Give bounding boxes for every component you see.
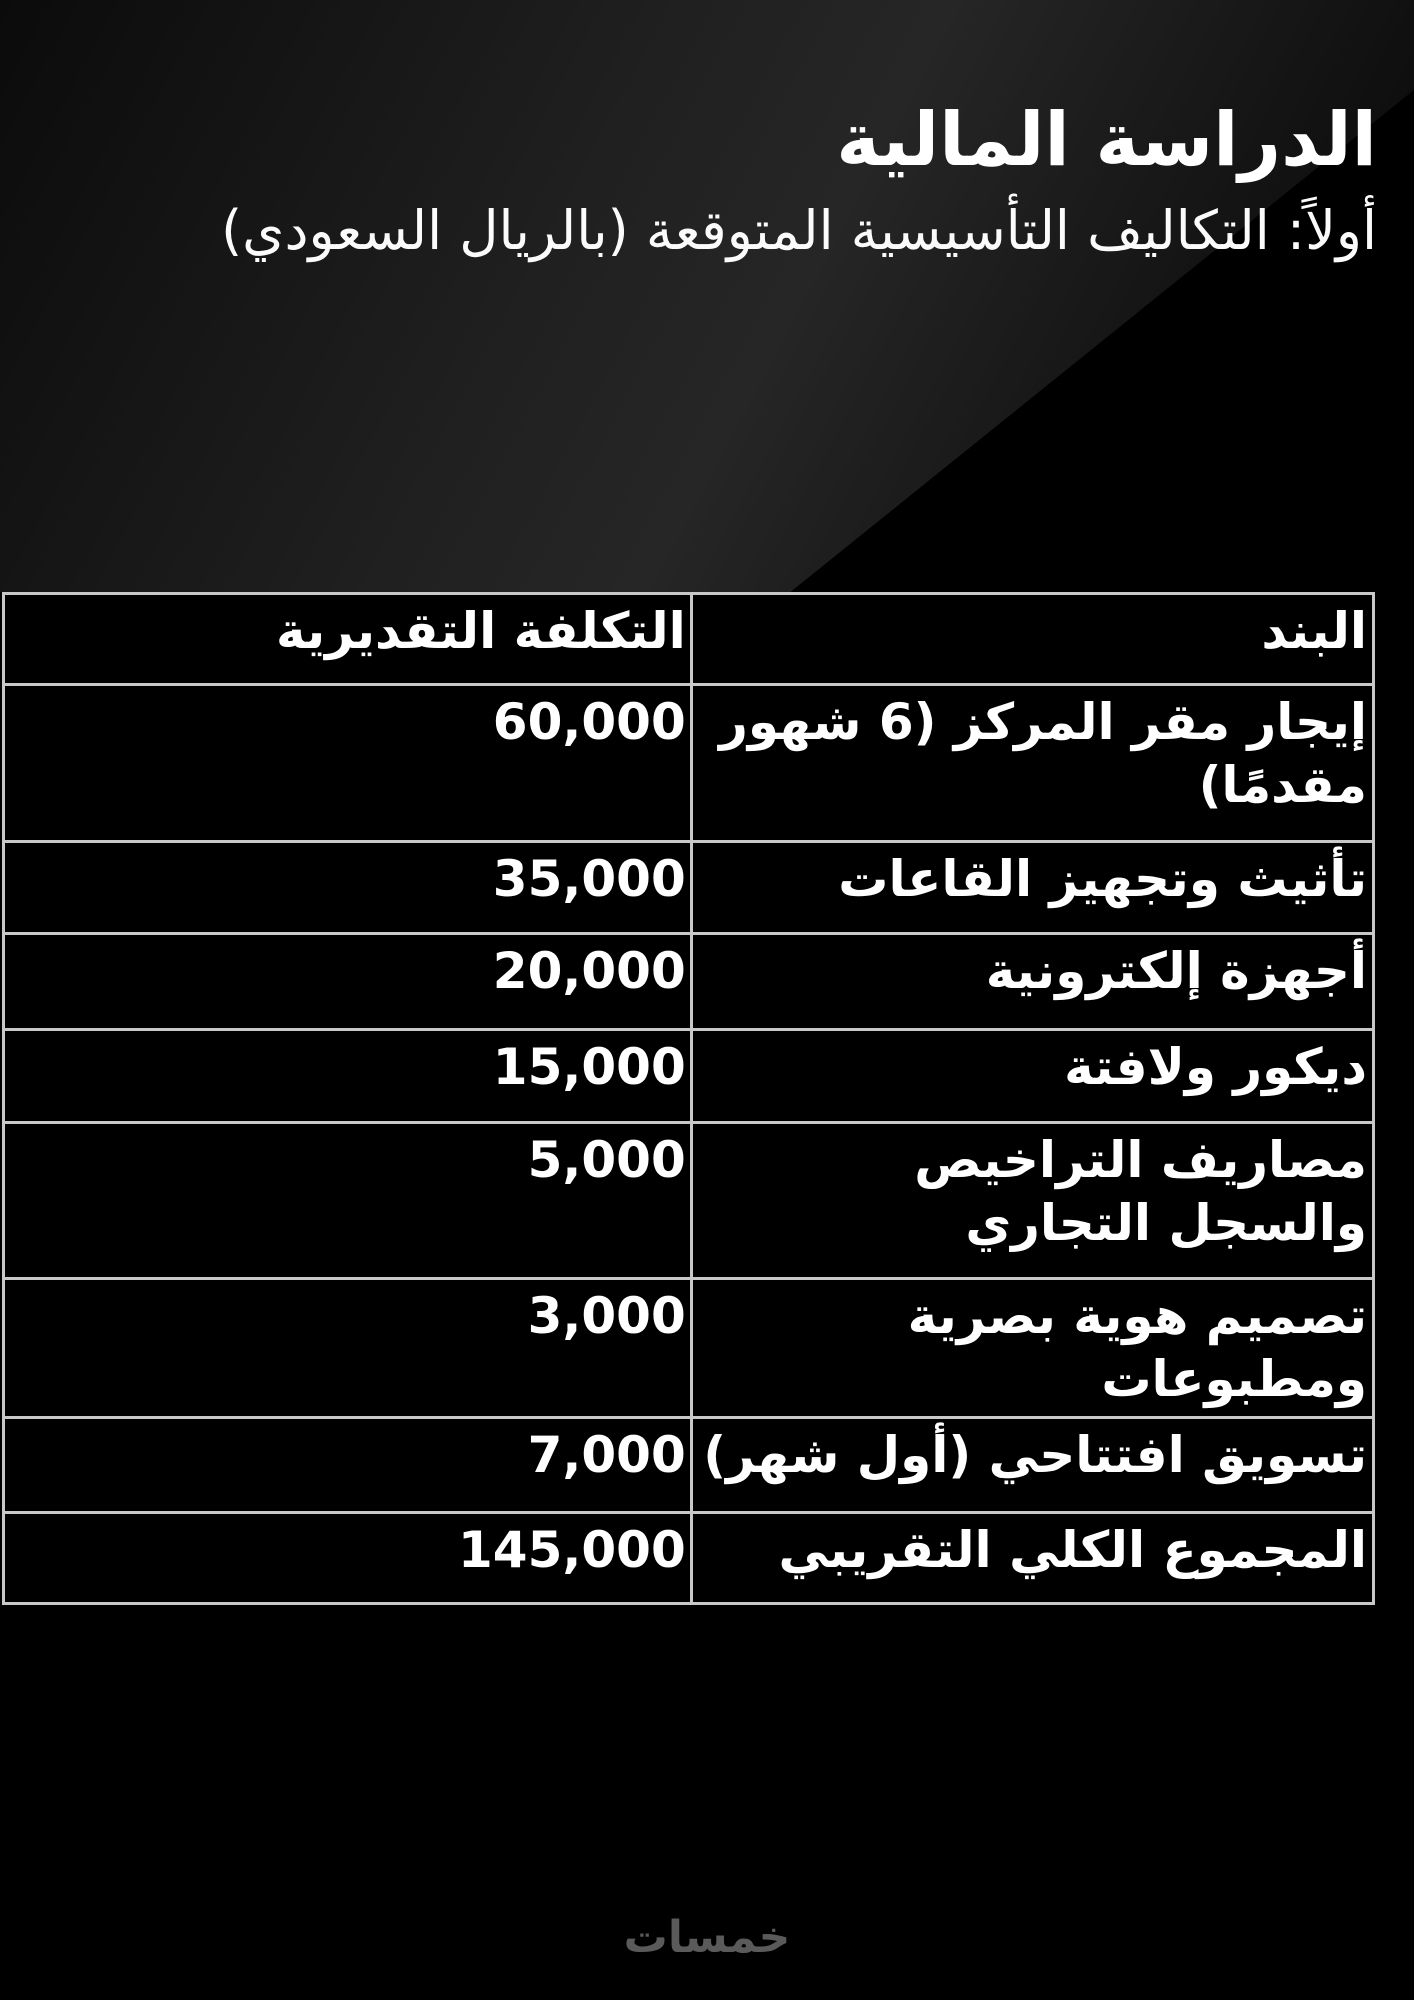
header-cell-cost: التكلفة التقديرية [2,592,693,686]
item-cell: تسويق افتتاحي (أول شهر) [689,1416,1376,1514]
cost-cell: 60,000 [2,683,693,843]
table-row: تأثيث وتجهيز القاعات 35,000 [2,840,1376,935]
cost-cell: 20,000 [2,932,693,1031]
item-cell-total: المجموع الكلي التقريبي [689,1511,1376,1605]
table-row: أجهزة إلكترونية 20,000 [2,932,1376,1031]
cost-cell: 7,000 [2,1416,693,1514]
table-row: تسويق افتتاحي (أول شهر) 7,000 [2,1416,1376,1514]
cost-cell: 35,000 [2,840,693,935]
cost-table: البند التكلفة التقديرية إيجار مقر المركز… [2,592,1376,1605]
table-row: ديكور ولافتة 15,000 [2,1028,1376,1124]
item-cell: أجهزة إلكترونية [689,932,1376,1031]
header-cell-item: البند [689,592,1376,686]
khamsat-watermark-logo: خمسات [623,1912,791,1963]
table-row: إيجار مقر المركز (6 شهور مقدمًا) 60,000 [2,683,1376,843]
cost-cell-total: 145,000 [2,1511,693,1605]
cost-cell: 3,000 [2,1277,693,1419]
table-row: تصميم هوية بصرية ومطبوعات 3,000 [2,1277,1376,1419]
cost-cell: 15,000 [2,1028,693,1124]
table-row: مصاريف التراخيص والسجل التجاري 5,000 [2,1121,1376,1280]
item-cell: إيجار مقر المركز (6 شهور مقدمًا) [689,683,1376,843]
item-cell: ديكور ولافتة [689,1028,1376,1124]
background-diagonal-triangle [790,89,1414,592]
item-cell: مصاريف التراخيص والسجل التجاري [689,1121,1376,1280]
cost-cell: 5,000 [2,1121,693,1280]
item-cell: تصميم هوية بصرية ومطبوعات [689,1277,1376,1419]
item-cell: تأثيث وتجهيز القاعات [689,840,1376,935]
background-gradient [0,0,1414,592]
page-title: الدراسة المالية [836,97,1377,183]
page-subtitle: أولاً: التكاليف التأسيسية المتوقعة (بالر… [221,199,1377,262]
table-header-row: البند التكلفة التقديرية [2,592,1376,686]
table-row-total: المجموع الكلي التقريبي 145,000 [2,1511,1376,1605]
